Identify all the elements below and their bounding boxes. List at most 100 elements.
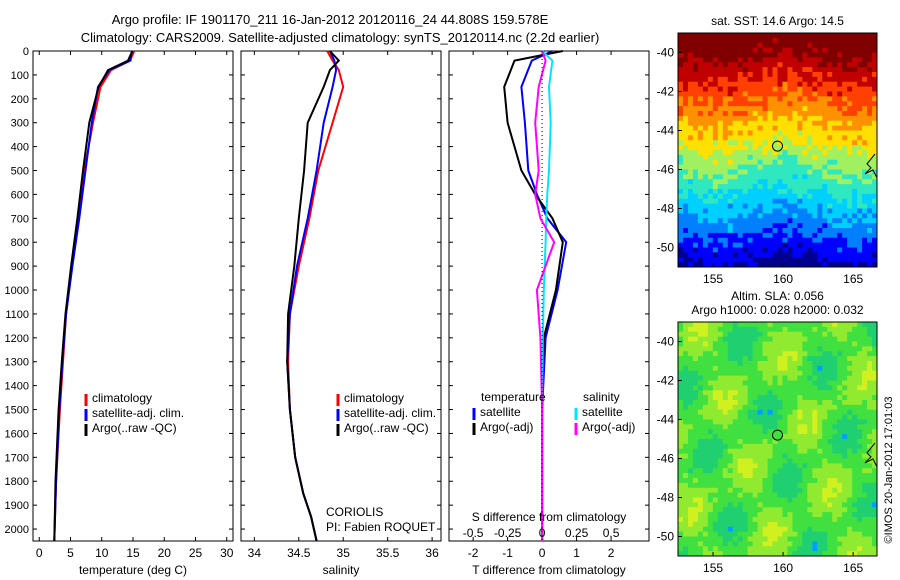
map-cell <box>697 336 704 342</box>
map-cell <box>707 174 714 180</box>
map-cell <box>727 546 734 552</box>
map-cell <box>782 213 788 219</box>
map-cell <box>682 404 689 411</box>
map-cell <box>787 492 793 498</box>
map-cell <box>837 439 843 445</box>
map-cell <box>832 159 838 166</box>
map-cell <box>702 439 709 445</box>
map-cell <box>752 385 759 391</box>
map-cell <box>772 140 778 146</box>
map-cell <box>807 331 813 338</box>
map-cell <box>682 448 689 455</box>
map-cell <box>862 322 868 328</box>
map-cell <box>807 228 813 234</box>
map-cell <box>862 439 868 445</box>
map-cell <box>742 487 749 494</box>
map-cell <box>862 341 868 347</box>
map-cell <box>752 81 759 88</box>
map-cell <box>842 135 848 141</box>
map-cell <box>797 164 803 170</box>
map-cell <box>722 385 729 391</box>
map-cell <box>712 223 719 229</box>
map-cell <box>862 541 868 547</box>
map-cell <box>812 536 818 542</box>
map-cell <box>722 453 729 459</box>
map-cell <box>807 414 813 420</box>
map-cell <box>862 223 868 229</box>
map-cell <box>867 463 873 469</box>
y-tick-label: 700 <box>11 213 29 225</box>
map-cell <box>797 228 803 234</box>
map-cell <box>697 361 704 367</box>
map-cell <box>722 468 729 474</box>
map-cell <box>792 91 798 97</box>
map-cell <box>727 135 734 141</box>
map-cell <box>697 326 704 333</box>
map-cell <box>812 125 818 131</box>
map-cell <box>812 356 818 362</box>
map-cell <box>792 208 798 214</box>
map-cell <box>767 96 773 102</box>
map-cell <box>682 218 689 224</box>
map-cell <box>777 242 783 248</box>
map-cell <box>747 326 754 333</box>
map-cell <box>847 57 853 63</box>
map-cell <box>832 106 838 112</box>
map-cell <box>737 512 744 518</box>
map-cell <box>842 531 848 537</box>
map-cell <box>767 414 773 420</box>
map-cell <box>797 395 803 401</box>
map-cell <box>872 247 878 253</box>
map-cell <box>752 96 759 102</box>
map-cell <box>797 208 803 214</box>
map-cell <box>772 96 778 102</box>
map-cell <box>702 326 709 333</box>
map-cell <box>827 145 833 151</box>
map-cell <box>747 189 754 195</box>
map-cell <box>722 419 729 425</box>
map-cell <box>692 409 699 416</box>
map-cell <box>697 208 704 214</box>
map-cell <box>862 120 868 127</box>
map-cell <box>777 409 783 416</box>
map-cell <box>752 331 759 338</box>
map-cell <box>807 409 813 416</box>
map-cell <box>777 375 783 381</box>
map-cell <box>722 463 729 469</box>
map-cell <box>802 33 808 39</box>
map-cell <box>792 439 798 445</box>
map-cell <box>752 145 759 151</box>
map-cell <box>782 237 788 244</box>
map-cell <box>742 468 749 474</box>
map-cell <box>697 184 704 190</box>
y-tick-label: -42 <box>657 85 675 99</box>
map-cell <box>717 497 724 503</box>
map-cell <box>722 414 729 420</box>
map-cell <box>852 439 858 445</box>
map-cell <box>797 507 803 513</box>
map-cell <box>702 135 709 141</box>
map-cell <box>812 458 818 464</box>
map-cell <box>797 365 803 372</box>
map-cell <box>792 443 798 450</box>
map-cell <box>692 208 699 214</box>
map-cell <box>682 91 689 97</box>
map-cell <box>692 81 699 88</box>
map-cell <box>812 453 818 459</box>
map-cell <box>732 47 739 53</box>
map-cell <box>697 262 704 268</box>
map-cell <box>862 487 868 494</box>
map-cell <box>827 517 833 523</box>
map-cell <box>712 351 719 357</box>
map-cell <box>732 482 739 489</box>
map-cell <box>862 517 868 523</box>
map-cell <box>727 42 734 49</box>
map-cell <box>862 429 868 435</box>
map-cell <box>842 218 848 224</box>
map-cell <box>867 96 873 102</box>
map-cell <box>742 336 749 342</box>
map-cell <box>757 213 763 219</box>
map-cell <box>767 531 773 537</box>
map-cell <box>697 443 704 450</box>
map-cell <box>697 223 704 229</box>
